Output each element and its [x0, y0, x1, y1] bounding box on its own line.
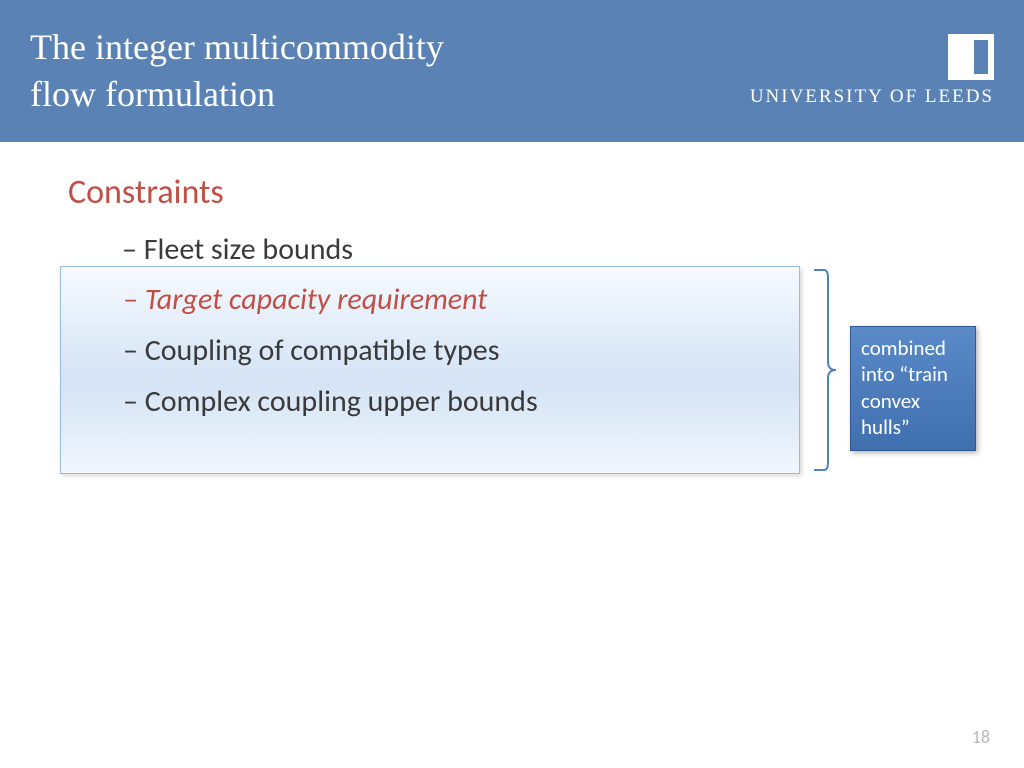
leeds-tower-icon — [948, 34, 994, 80]
bullet-coupling-types: Coupling of compatible types — [123, 332, 781, 369]
slide-header: The integer multicommodity flow formulat… — [0, 0, 1024, 142]
title-line-2: flow formulation — [30, 74, 275, 114]
bullet-coupling-bounds: Complex coupling upper bounds — [123, 383, 781, 420]
page-number: 18 — [972, 726, 990, 748]
title-line-1: The integer multicommodity — [30, 27, 444, 67]
bullet-fleet-size: Fleet size bounds — [122, 231, 1024, 268]
org-logo-block: UNIVERSITY OF LEEDS — [750, 34, 994, 108]
bullet-target-capacity: Target capacity requirement — [123, 281, 781, 318]
section-heading: Constraints — [68, 172, 1024, 213]
org-name: UNIVERSITY OF LEEDS — [750, 86, 994, 108]
grouped-constraints-box: Target capacity requirement Coupling of … — [60, 266, 800, 474]
grouping-bracket-icon — [810, 266, 840, 474]
slide-body: Constraints Fleet size bounds Target cap… — [0, 142, 1024, 268]
slide-title: The integer multicommodity flow formulat… — [30, 24, 444, 118]
callout-box: combined into “train convex hulls” — [850, 326, 976, 451]
